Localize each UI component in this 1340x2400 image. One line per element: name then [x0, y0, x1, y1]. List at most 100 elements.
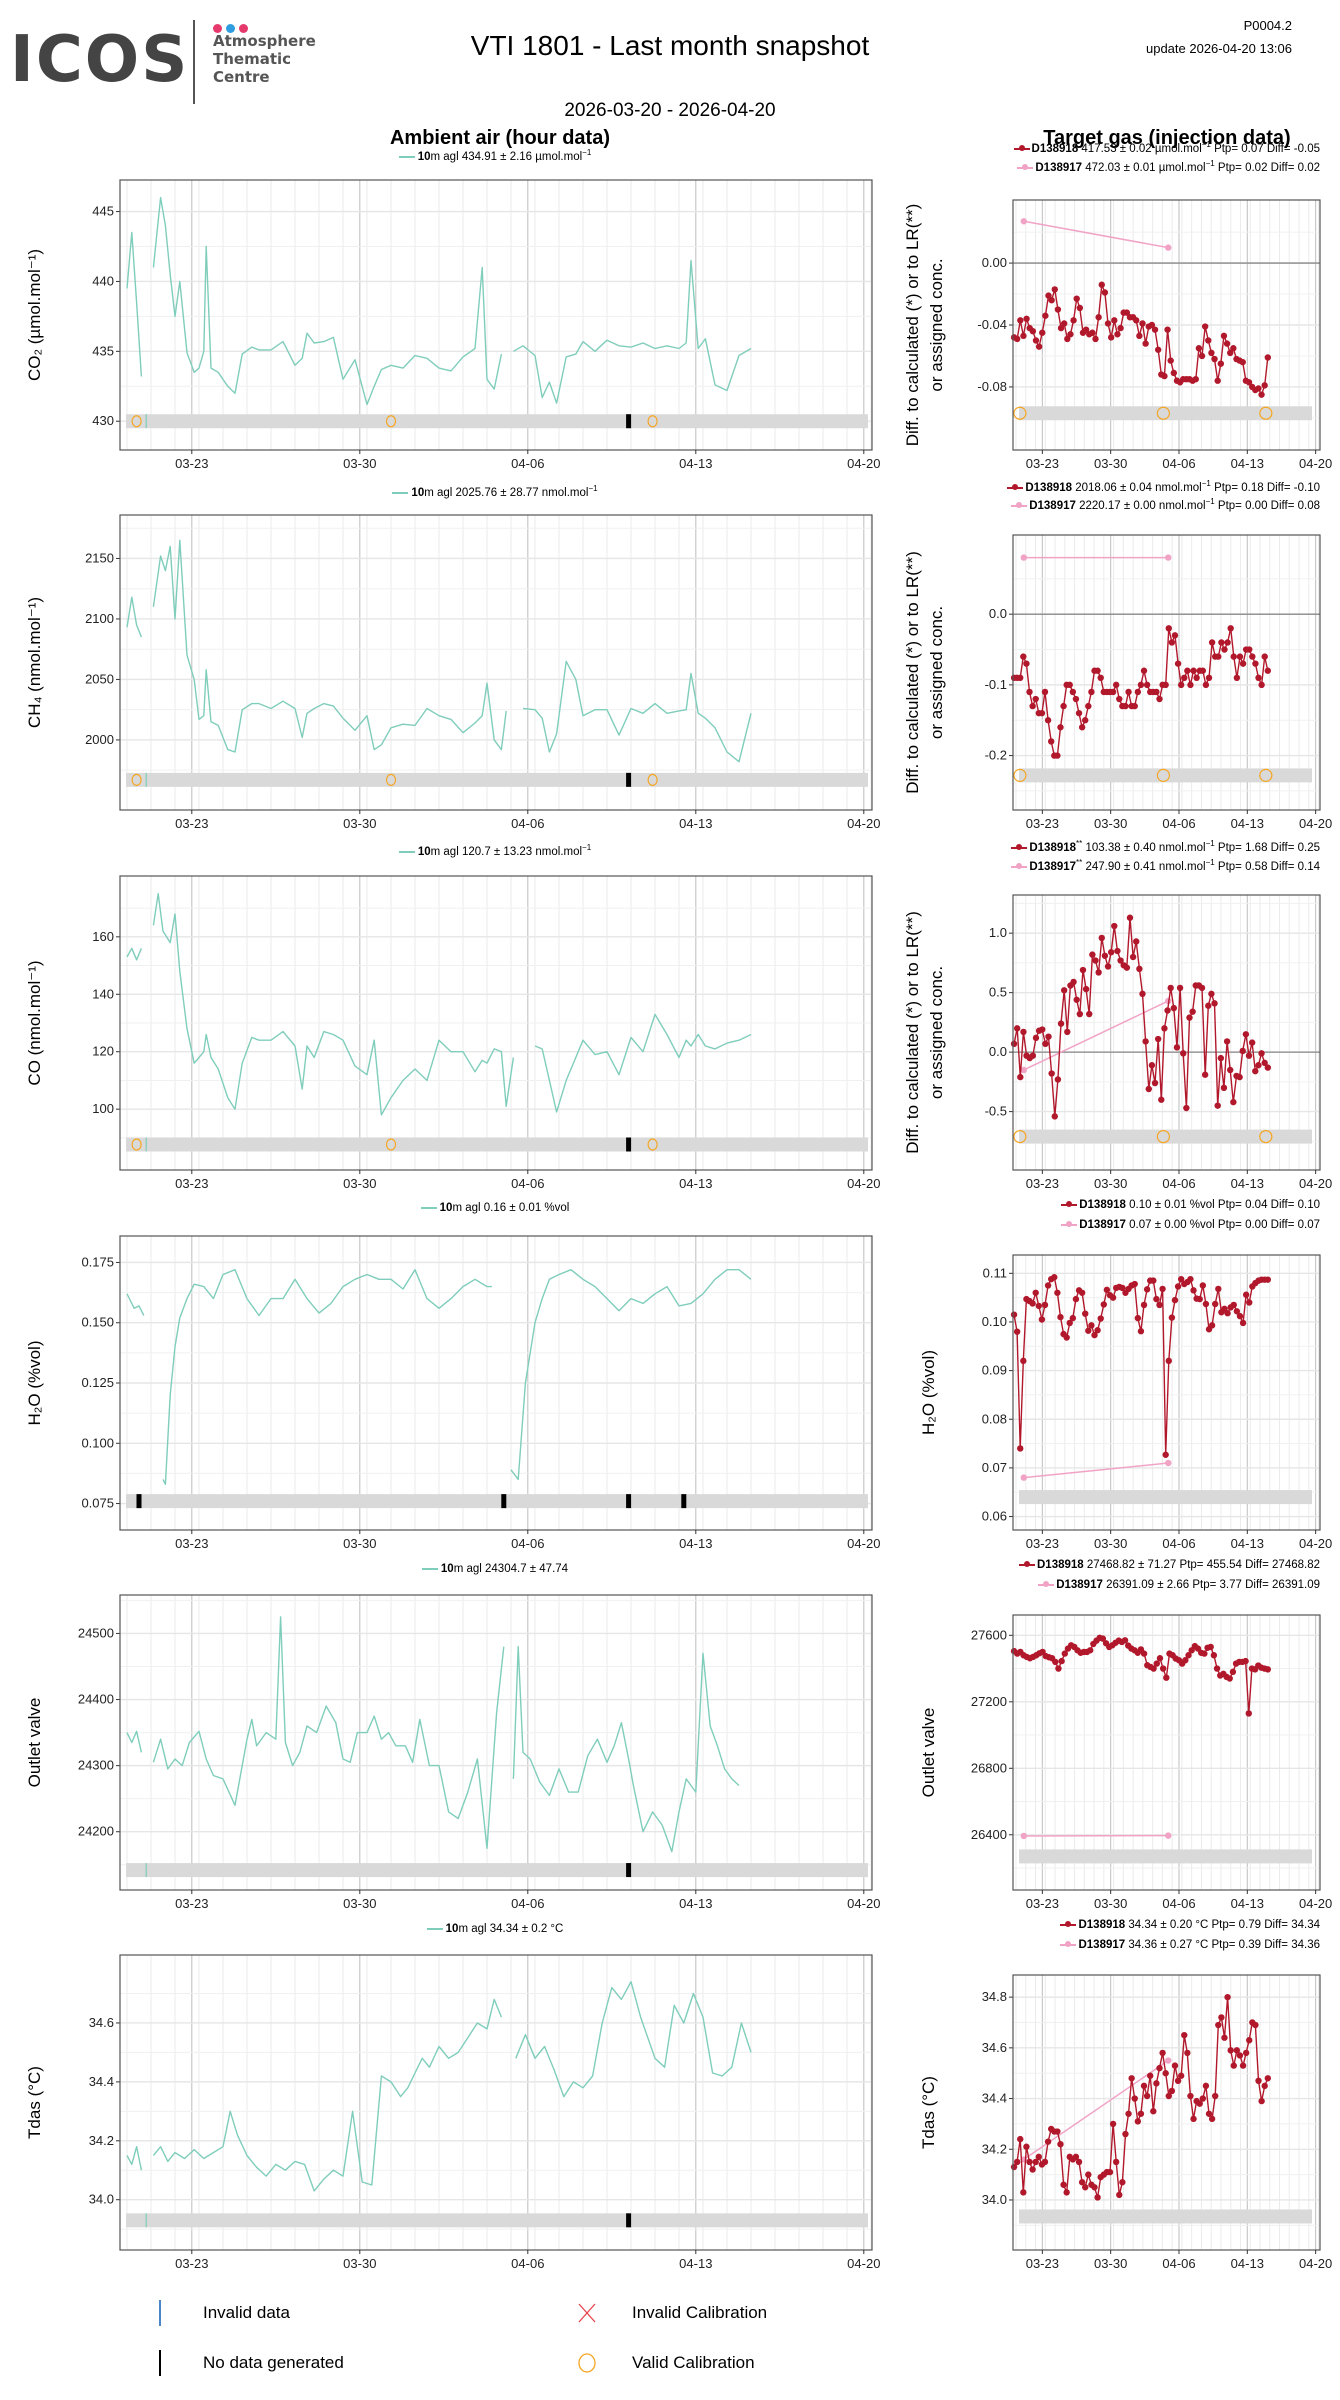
legend-cylinder-id: D138918 — [1029, 841, 1077, 854]
target-a-point — [1167, 357, 1174, 364]
target-a-point — [1035, 343, 1043, 350]
target-a-point — [1126, 914, 1134, 921]
x-tick-label: 04-20 — [1299, 1176, 1332, 1191]
y-tick-label: 0.125 — [81, 1375, 114, 1390]
target-legend-a: D138918 27468.82 ± 71.27 Ptp= 455.54 Dif… — [1019, 1559, 1320, 1571]
target-b-point — [1165, 2057, 1172, 2064]
target-a-point — [1041, 1301, 1049, 1309]
target-a-point — [1154, 346, 1162, 353]
legend-value: 247.90 ± 0.41 nmol.mol — [1082, 860, 1206, 873]
target-a-point — [1161, 1025, 1168, 1032]
y-tick-label: 0.09 — [982, 1363, 1007, 1378]
plot-frame — [119, 1594, 873, 1891]
target-a-point — [1129, 953, 1137, 961]
y-tick-label: 445 — [92, 204, 114, 219]
target-a-point — [1150, 2108, 1157, 2115]
target-a-point — [1258, 2097, 1265, 2105]
legend-value: m agl 34.34 ± 0.2 °C — [458, 1923, 564, 1935]
target-a-point — [1168, 639, 1176, 646]
legend-swatch — [398, 155, 415, 158]
update-timestamp: update 2026-04-20 13:06 — [1145, 41, 1292, 56]
x-tick-label: 04-13 — [1231, 816, 1264, 831]
chart-outlet-ambient: 24200 24300 24400 24500 03-23 03-30 04-06 04-13… — [25, 1594, 880, 1911]
no-data-mark — [626, 414, 632, 429]
plot-frame — [119, 1954, 873, 2251]
target-a-point — [1211, 355, 1218, 363]
target-a-point — [1199, 2095, 1207, 2102]
y-tick-label: 0.075 — [81, 1496, 114, 1511]
target-a-point — [1035, 2153, 1043, 2161]
target-a-point — [1091, 2184, 1098, 2191]
target-a-point — [1258, 391, 1265, 398]
target-a-point — [1057, 1313, 1064, 1321]
target-a-point — [1051, 1274, 1058, 1281]
x-tick-label: 04-13 — [1231, 456, 1264, 471]
x-tick-label: 03-30 — [343, 816, 376, 831]
target-a-point — [1107, 949, 1115, 956]
target-a-point — [1246, 2037, 1253, 2044]
legend-stats: Ptp= 455.54 Diff= 27468.82 — [1179, 1559, 1320, 1571]
legend-swatch — [1038, 1581, 1055, 1588]
target-a-point — [1174, 2077, 1182, 2085]
target-a-point — [1245, 1052, 1253, 1059]
target-a-point — [1119, 2179, 1126, 2186]
valid-calibration-label: Valid Calibration — [632, 2353, 755, 2372]
legend-swatch — [1061, 1201, 1078, 1208]
target-a-point — [1133, 938, 1140, 945]
target-a-point — [1242, 1031, 1250, 1038]
target-a-point — [1150, 1277, 1157, 1284]
target-a-point — [1202, 2082, 1210, 2090]
target-a-point — [1142, 1038, 1149, 1045]
x-tick-label: 04-13 — [1231, 2256, 1264, 2271]
legend-swatch — [420, 1206, 437, 1209]
target-a-point — [1078, 1289, 1086, 1296]
legend-swatch — [1011, 844, 1028, 851]
target-a-point — [1220, 1084, 1228, 1092]
plot-frame — [1012, 534, 1321, 811]
invalid-data-label: Invalid data — [203, 2303, 290, 2322]
target-a-point — [1153, 2080, 1160, 2087]
logo-dot — [239, 24, 248, 33]
x-tick-label: 03-23 — [1026, 1176, 1059, 1191]
target-a-point — [1226, 1675, 1233, 1682]
target-a-point — [1119, 1284, 1126, 1292]
ambient-legend: 10m agl 0.16 ± 0.01 %vol — [0, 1202, 990, 1214]
target-a-point — [1063, 1334, 1070, 1341]
target-a-point — [1227, 625, 1234, 632]
target-a-point — [1139, 320, 1146, 327]
legend-cylinder-id: D138918 — [1037, 1559, 1084, 1571]
target-legend-b: D138917 472.03 ± 0.01 µmol.mol−1 Ptp= 0.… — [1017, 159, 1320, 174]
target-a-point — [1116, 695, 1123, 703]
target-a-point — [1082, 2184, 1089, 2191]
target-a-point — [1095, 314, 1102, 321]
target-a-point — [1213, 1665, 1221, 1672]
y-axis-label: H₂O (%vol) — [919, 1350, 938, 1435]
target-a-point — [1159, 1665, 1167, 1672]
chart-outlet-target: 26400 26800 27200 27600 03-23 03-30 04-06 04-13… — [919, 1614, 1332, 1911]
chart-h2o-target: 0.06 0.07 0.08 0.09 0.10 0.11 03-23 03-30 04-06 0… — [919, 1254, 1332, 1551]
target-a-point — [1168, 1314, 1176, 1321]
target-a-point — [1092, 335, 1099, 343]
target-a-point — [1258, 1050, 1265, 1057]
plot-area — [1013, 1255, 1320, 1530]
legend-value: 2018.06 ± 0.04 nmol.mol — [1072, 481, 1202, 494]
target-a-point — [1207, 1643, 1214, 1651]
x-tick-label: 03-30 — [1094, 816, 1127, 831]
chart-h2o-ambient: 0.075 0.100 0.125 0.150 0.175 03-23 03-30 04-06… — [25, 1235, 880, 1551]
y-axis-label: or assigned conc. — [927, 606, 946, 739]
x-tick-label: 04-13 — [1231, 1536, 1264, 1551]
logo-divider — [193, 20, 195, 104]
target-a-point — [1199, 1282, 1207, 1289]
valid-calibration-icon — [578, 2353, 596, 2373]
target-b-point — [1020, 218, 1028, 225]
x-tick-label: 04-20 — [847, 1176, 880, 1191]
status-band — [126, 1494, 868, 1509]
legend-cylinder-id: D138918 — [1079, 1199, 1126, 1211]
target-legend-a: D138918 417.53 ± 0.02 µmol.mol−1 Ptp= 0.… — [1013, 140, 1320, 155]
target-a-point — [1057, 724, 1064, 731]
y-tick-label: 120 — [92, 1044, 114, 1059]
target-a-point — [1038, 709, 1046, 717]
target-a-point — [1070, 317, 1077, 324]
valid-calibration-mark — [1259, 768, 1273, 782]
plot-frame — [1012, 894, 1321, 1171]
